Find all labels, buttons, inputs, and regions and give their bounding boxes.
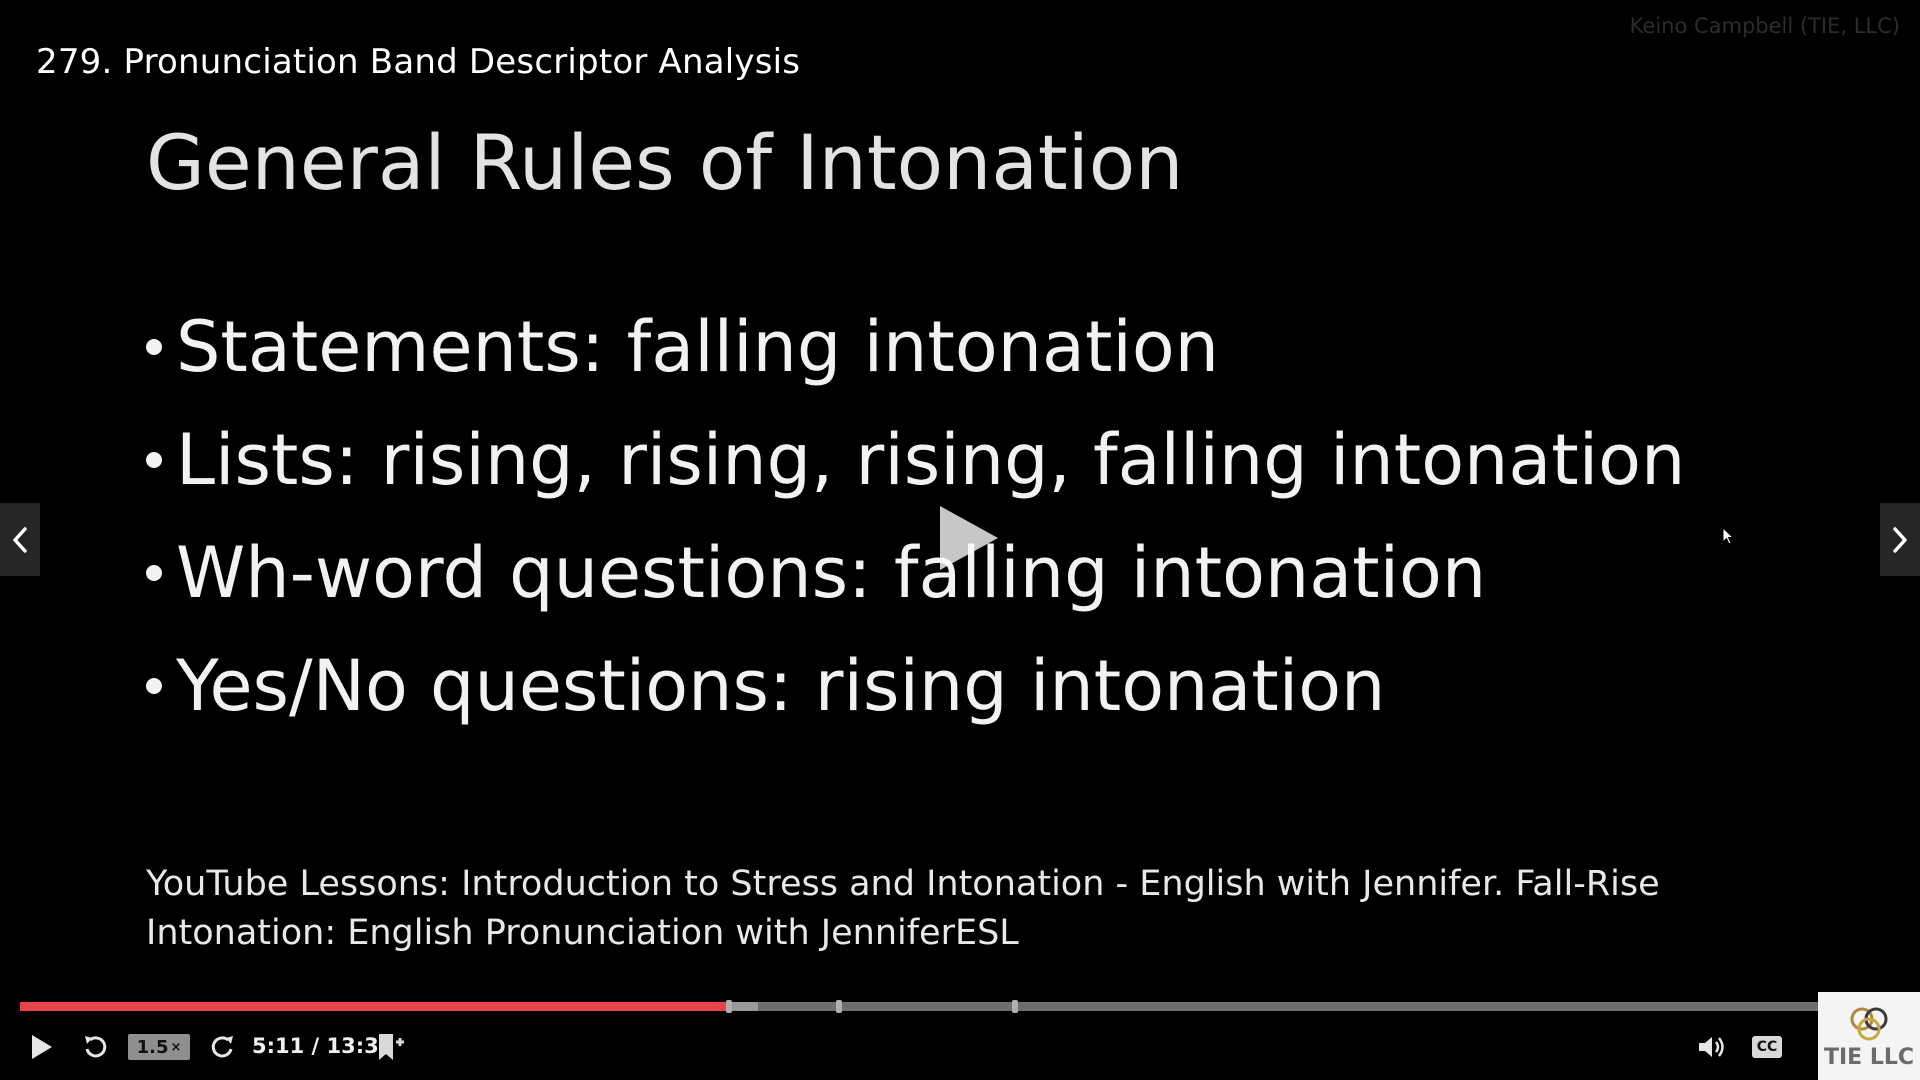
slide-bullet-text: Lists: rising, rising, rising, falling i…: [176, 418, 1686, 501]
play-button[interactable]: [22, 1022, 60, 1072]
progress-bar[interactable]: [20, 1000, 1820, 1013]
slide-bullet: Statements: falling intonation: [146, 290, 1685, 403]
playback-speed-value: 1.5: [136, 1036, 169, 1058]
playback-speed-button[interactable]: 1.5 ×: [128, 1034, 190, 1060]
watermark: Keino Campbell (TIE, LLC): [1629, 14, 1900, 38]
progress-played: [20, 1002, 727, 1011]
chapter-marker[interactable]: [1012, 1000, 1019, 1013]
tie-logo-icon: [1850, 1007, 1888, 1040]
bullet-dot: [146, 677, 162, 694]
slide-bullet-list: Statements: falling intonation Lists: ri…: [146, 290, 1685, 742]
video-title: 279. Pronunciation Band Descriptor Analy…: [36, 42, 801, 82]
mouse-cursor-icon: [1722, 527, 1735, 545]
add-bookmark-button[interactable]: [372, 1022, 408, 1072]
slide-bullet: Yes/No questions: rising intonation: [146, 629, 1685, 742]
next-lecture-button[interactable]: [1880, 503, 1920, 576]
chapter-marker[interactable]: [836, 1000, 842, 1013]
brand-logo: TIE LLC: [1818, 992, 1920, 1080]
playback-speed-suffix: ×: [170, 1039, 182, 1055]
play-icon: [32, 1035, 52, 1059]
forward-icon: [211, 1036, 233, 1058]
time-display: 5:11 / 13:30: [252, 1034, 394, 1058]
rewind-icon: [85, 1036, 107, 1058]
center-play-icon[interactable]: [940, 506, 998, 570]
slide-bullet-text: Statements: falling intonation: [176, 305, 1220, 388]
chevron-right-icon: [1893, 526, 1907, 553]
chevron-left-icon: [13, 526, 27, 553]
bullet-dot: [146, 338, 162, 355]
slide-bullet-text: Wh-word questions: falling intonation: [176, 531, 1487, 614]
bullet-dot: [146, 451, 162, 468]
previous-lecture-button[interactable]: [0, 503, 40, 576]
captions-button[interactable]: CC: [1752, 1036, 1782, 1058]
rewind-button[interactable]: [78, 1022, 114, 1072]
bullet-dot: [146, 564, 162, 581]
slide-bullet-text: Yes/No questions: rising intonation: [176, 644, 1386, 727]
brand-logo-text: TIE LLC: [1823, 1044, 1915, 1070]
forward-button[interactable]: [204, 1022, 240, 1072]
volume-button[interactable]: [1694, 1022, 1730, 1072]
slide-heading: General Rules of Intonation: [146, 118, 1184, 207]
volume-icon: [1699, 1037, 1724, 1057]
slide-bullet: Lists: rising, rising, rising, falling i…: [146, 403, 1685, 516]
control-bar: 1.5 × 5:11 / 13:30 CC: [0, 1022, 1920, 1072]
slide-source-note: YouTube Lessons: Introduction to Stress …: [146, 864, 1660, 953]
chapter-marker[interactable]: [726, 1000, 733, 1013]
bookmark-add-icon: [379, 1034, 404, 1060]
slide-bullet: Wh-word questions: falling intonation: [146, 516, 1685, 629]
